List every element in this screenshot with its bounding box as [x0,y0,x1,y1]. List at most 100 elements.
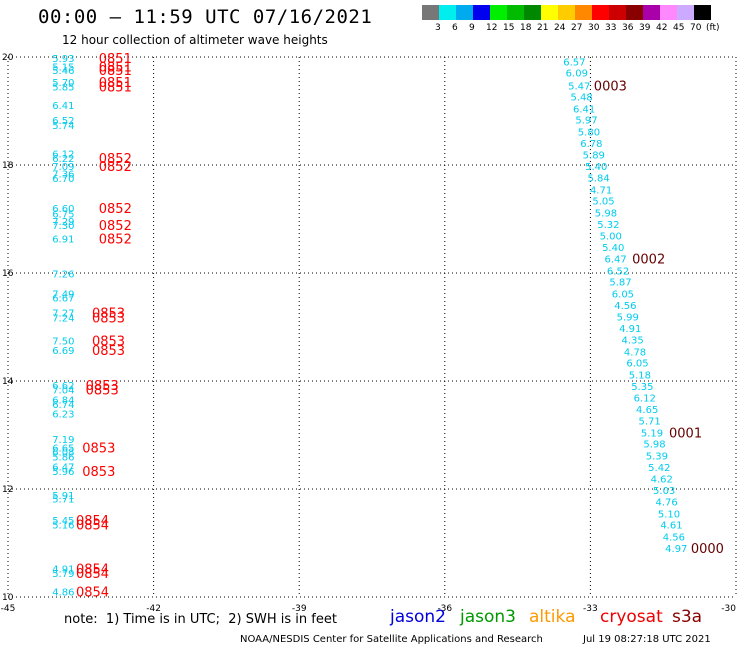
latitude-tick-label: 12 [2,485,13,495]
pass-time-label: 0852 [99,219,132,234]
legend-swatch [609,5,626,20]
legend-tick-label: 9 [469,23,475,33]
wave-height-label: 6.09 [566,69,588,80]
wave-height-label: 5.39 [646,452,668,463]
legend-tick-label: 12 [486,23,498,33]
legend-tick-label: 36 [622,23,634,33]
wave-height-label: 7.09 [52,162,74,173]
latitude-tick-label: 16 [2,269,14,279]
pass-time-label: 0854 [76,514,109,529]
wave-height-label: 5.97 [575,116,597,127]
wave-height-label: 5.85 [52,83,74,94]
pass-time-label: 0853 [92,311,125,326]
legend-tick-label: 24 [554,23,566,33]
legend-swatch [524,5,541,20]
pass-time-label: 0852 [99,152,132,167]
legend-swatch [507,5,524,20]
pass-time-label: 0852 [99,232,132,247]
longitude-tick-label: -42 [146,604,161,614]
satellite-name-jason3: jason3 [460,607,516,627]
wave-height-label: 5.91 [52,491,74,502]
legend-tick-label: 27 [571,23,583,33]
satellite-name-s3a: s3a [672,607,703,627]
longitude-tick-label: -36 [437,604,452,614]
wave-height-label: 5.71 [638,416,660,427]
wave-height-label: 6.08 [52,448,74,459]
wave-height-label: 6.41 [573,104,595,115]
legend-tick-label: 33 [605,23,617,33]
wave-height-label: 6.23 [52,409,74,420]
legend-swatch [473,5,490,20]
wave-height-label: 5.19 [641,428,663,439]
wave-height-label: 4.62 [651,475,673,486]
wave-height-label: 4.35 [621,335,643,346]
legend-swatch [694,5,711,20]
legend-swatch [558,5,575,20]
latitude-tick-label: 18 [2,161,14,171]
footer-note: note: 1) Time is in UTC; 2) SWH is in fe… [64,612,337,627]
wave-height-label: 4.71 [590,185,612,196]
legend-swatch [490,5,507,20]
legend-tick-label: 15 [503,23,515,33]
wave-height-label: 6.47 [605,254,627,265]
legend-swatch [541,5,558,20]
wave-height-label: 5.70 [52,78,74,89]
pass-time-label: 0854 [76,586,109,601]
wave-height-label: 5.03 [653,486,675,497]
wave-height-label: 7.26 [52,270,74,281]
wave-height-label: 4.86 [52,588,74,599]
wave-height-label: 4.76 [655,497,677,508]
wave-height-label: 5.40 [585,162,607,173]
pass-time-label: 0002 [632,252,665,267]
longitude-tick-label: -30 [721,604,736,614]
credit-timestamp: Jul 19 08:27:18 UTC 2021 [583,634,711,645]
legend-tick-label: 39 [639,23,651,33]
legend-tick-label: 70 [690,23,702,33]
wave-height-label: 7.29 [52,217,74,228]
credit-text: NOAA/NESDIS Center for Satellite Applica… [240,634,543,645]
legend-tick-label: 42 [656,23,668,33]
wave-height-label: 6.69 [52,346,74,357]
pass-time-label: 0853 [86,379,119,394]
longitude-tick-label: -39 [292,604,307,614]
wave-height-label: 5.98 [595,209,617,220]
pass-time-label: 0003 [594,80,627,95]
wave-height-label: 5.80 [578,128,600,139]
legend-swatch [422,5,439,20]
wave-height-label: 7.04 [52,386,74,397]
wave-height-label: 7.49 [52,290,74,301]
legend-swatch [626,5,643,20]
wave-height-label: 5.96 [52,467,74,478]
legend-swatch [677,5,694,20]
wave-height-label: 6.05 [626,359,648,370]
wave-height-label: 6.05 [612,290,634,301]
wave-height-label: 6.84 [52,395,74,406]
pass-time-label: 0851 [99,76,132,91]
wave-height-label: 5.87 [609,278,631,289]
legend-swatch [456,5,473,20]
pass-time-label: 0853 [86,384,119,399]
wave-height-label: 7.50 [52,337,74,348]
pass-time-label: 0851 [99,64,132,79]
wave-height-label: 6.12 [634,394,656,405]
legend-tick-label: 6 [452,23,458,33]
wave-height-label: 4.61 [660,521,682,532]
wave-height-label: 6.57 [563,57,585,68]
wave-height-label: 5.79 [52,569,74,580]
pass-time-label: 0853 [92,306,125,321]
pass-time-label: 0854 [76,519,109,534]
wave-height-label: 4.56 [614,301,636,312]
pass-time-label: 0854 [76,567,109,582]
wave-height-label: 5.93 [52,54,74,65]
chart-title: 00:00 – 11:59 UTC 07/16/2021 [38,6,373,28]
wave-height-label: 7.30 [52,221,74,232]
legend-swatch [643,5,660,20]
satellite-name-jason2: jason2 [390,607,446,627]
chart-subtitle: 12 hour collection of altimeter wave hei… [62,33,328,47]
wave-height-label: 5.46 [52,66,74,77]
wave-height-label: 5.42 [648,463,670,474]
wave-height-label: 6.60 [52,204,74,215]
wave-height-label: 5.00 [600,232,622,243]
wave-height-label: 5.86 [52,453,74,464]
wave-height-label: 5.74 [52,121,74,132]
